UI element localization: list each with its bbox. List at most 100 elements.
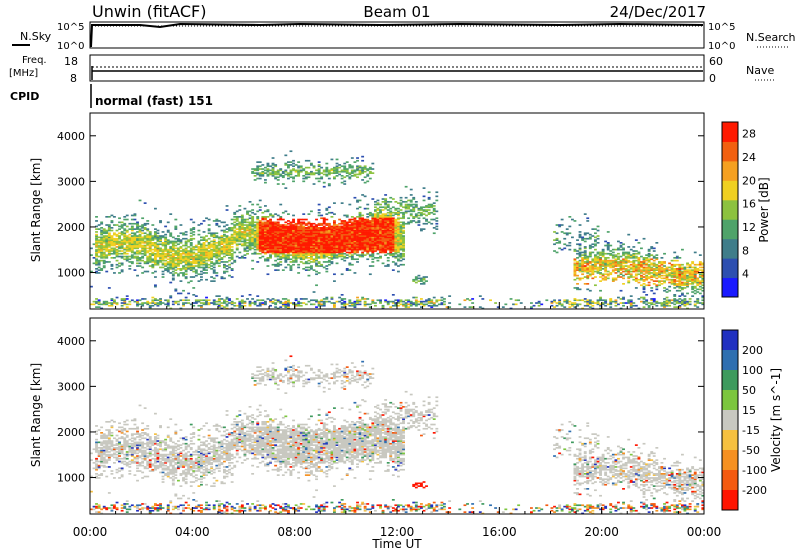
power-cell: [159, 258, 162, 261]
power-cell: [327, 247, 331, 250]
power-cell: [292, 214, 295, 217]
power-cell: [299, 232, 303, 235]
power-cell: [583, 255, 587, 258]
power-cell: [343, 304, 347, 307]
power-cell: [345, 257, 349, 259]
power-cell: [169, 307, 173, 310]
power-cell: [374, 206, 377, 209]
power-cell: [581, 237, 585, 240]
power-cell: [389, 218, 393, 221]
power-cell: [379, 222, 382, 225]
power-cell: [322, 248, 326, 251]
power-cell: [361, 166, 365, 169]
power-cell: [251, 252, 255, 255]
power-cell: [192, 268, 196, 270]
power-cell: [391, 240, 395, 243]
power-cell: [256, 244, 260, 247]
power-cell: [287, 247, 290, 250]
power-cell: [205, 247, 208, 250]
power-cell: [594, 255, 597, 258]
power-cell: [95, 254, 98, 256]
power-cell: [105, 250, 109, 252]
power-cell: [394, 225, 398, 228]
power-cell: [297, 263, 301, 266]
power-cell: [194, 300, 198, 303]
power-cell: [97, 262, 101, 265]
power-cell: [248, 246, 252, 248]
power-cell: [330, 302, 334, 304]
power-cell: [274, 229, 278, 232]
power-cell: [302, 254, 306, 256]
power-cell: [212, 299, 216, 302]
power-cell: [138, 251, 142, 254]
power-cell: [276, 233, 280, 236]
power-cell: [256, 177, 260, 180]
power-cell: [174, 262, 178, 265]
power-cell: [284, 250, 288, 252]
power-cell: [668, 300, 672, 303]
power-cell: [312, 228, 316, 230]
power-cell: [348, 246, 352, 248]
power-cell: [304, 236, 308, 239]
power-cell: [230, 307, 234, 310]
power-cell: [136, 303, 139, 306]
power-cell: [197, 280, 201, 282]
power-cell: [652, 270, 656, 273]
power-cell: [578, 224, 582, 226]
power-cell: [366, 252, 370, 255]
power-cell: [202, 231, 206, 233]
power-cell: [320, 243, 324, 246]
power-cell: [335, 257, 339, 259]
power-cell: [560, 304, 564, 307]
power-cell: [205, 303, 208, 306]
power-cell: [619, 273, 623, 276]
power-cell: [358, 229, 362, 232]
power-cell: [281, 172, 285, 174]
power-cell: [207, 237, 211, 240]
power-cell: [581, 266, 585, 269]
power-cell: [248, 239, 252, 241]
power-cell: [381, 218, 385, 221]
power-cell: [578, 299, 582, 302]
power-cell: [240, 218, 244, 221]
power-cell: [156, 302, 160, 304]
power-cell: [606, 252, 610, 255]
power-cell: [115, 229, 119, 232]
power-cell: [640, 247, 643, 250]
power-cell: [537, 304, 541, 307]
power-cell: [151, 252, 155, 255]
power-cell: [596, 242, 600, 244]
power-cell: [164, 237, 168, 240]
power-cell: [164, 240, 168, 243]
power-cell: [171, 240, 175, 243]
power-cell: [215, 295, 219, 297]
power-cell: [205, 272, 208, 274]
power-cell: [287, 257, 290, 259]
power-cell: [248, 236, 252, 239]
power-cell: [384, 206, 388, 209]
power-cell: [100, 236, 104, 239]
power-cell: [606, 231, 610, 233]
power-cell: [251, 247, 255, 250]
power-cell: [312, 269, 316, 271]
power-cell: [253, 237, 257, 240]
power-cell: [624, 270, 628, 273]
power-cell: [422, 209, 426, 211]
power-cell: [187, 246, 191, 248]
power-cell: [345, 231, 349, 233]
power-cell: [151, 299, 155, 302]
power-cell: [207, 302, 211, 304]
power-cell: [622, 298, 625, 300]
power-cell: [264, 242, 267, 244]
power-cell: [606, 273, 610, 276]
power-cell: [261, 218, 265, 221]
power-cell: [402, 243, 405, 246]
power-cell: [138, 228, 142, 230]
power-cell: [412, 296, 416, 299]
power-cell: [279, 300, 283, 303]
power-cell: [138, 229, 142, 232]
power-cell: [327, 243, 331, 246]
power-cell: [284, 303, 288, 306]
power-cell: [389, 231, 393, 233]
power-cell: [322, 229, 326, 232]
